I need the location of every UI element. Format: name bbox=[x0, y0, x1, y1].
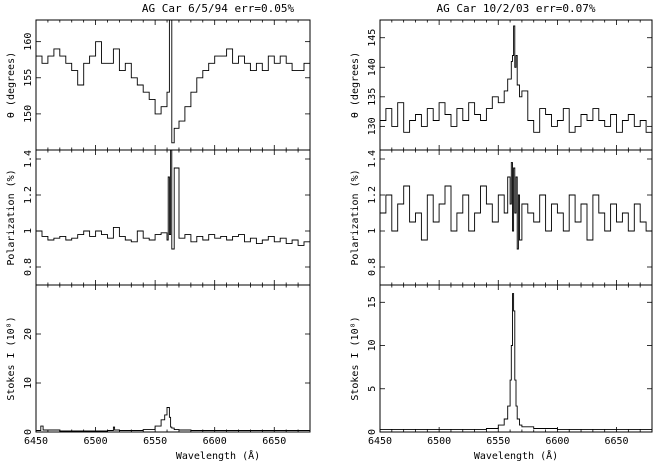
y-tick-label: 5 bbox=[367, 386, 378, 392]
series-theta bbox=[36, 20, 310, 144]
y-axis-label: Polarization (%) bbox=[350, 169, 361, 265]
panel-frame bbox=[379, 284, 653, 433]
y-tick-label: 0.8 bbox=[367, 258, 378, 276]
y-tick-label: 10 bbox=[23, 377, 34, 389]
panel-frame bbox=[35, 19, 311, 151]
x-tick-label: 6600 bbox=[203, 436, 227, 447]
y-tick-label: 15 bbox=[367, 296, 378, 308]
series-stokes-i-solid bbox=[36, 407, 310, 432]
x-tick-label: 6450 bbox=[24, 436, 48, 447]
x-tick-label: 6650 bbox=[604, 436, 628, 447]
y-tick-label: 130 bbox=[367, 117, 378, 135]
y-axis-label: θ (degrees) bbox=[350, 52, 361, 118]
y-tick-label: 145 bbox=[367, 29, 378, 47]
y-axis-label: Stokes I (10⁸) bbox=[350, 316, 361, 400]
y-tick-label: 135 bbox=[367, 88, 378, 106]
y-axis-label: θ (degrees) bbox=[6, 52, 17, 118]
y-tick-label: 1.4 bbox=[23, 150, 34, 168]
x-tick-label: 6500 bbox=[84, 436, 108, 447]
stokes-panel: 6450 6500 6550 6600 6650 0 10 20 Stokes I (10⁸) bbox=[6, 284, 311, 447]
polarization-panel: 0.8 1 1.2 1.4 Polarization (%) bbox=[350, 149, 653, 286]
y-tick-label: 0 bbox=[367, 429, 378, 435]
series-polarization bbox=[380, 162, 652, 250]
x-tick-label: 6550 bbox=[143, 436, 167, 447]
y-tick-label: 1 bbox=[367, 228, 378, 234]
stokes-panel: 6450 6500 6550 6600 6650 0 5 10 15 Stokes I (10⁸) bbox=[350, 284, 653, 447]
chart-left-6-5-94: AG Car 6/5/94 err=0.05% Wavelength (Å) 1… bbox=[6, 2, 311, 462]
y-axis-label: Polarization (%) bbox=[6, 169, 17, 265]
x-tick-label: 6450 bbox=[368, 436, 392, 447]
y-tick-label: 150 bbox=[23, 105, 34, 123]
x-tick-label: 6500 bbox=[427, 436, 451, 447]
panel-frame bbox=[379, 19, 653, 151]
series-theta bbox=[380, 25, 652, 133]
y-tick-label: 1.2 bbox=[23, 186, 34, 204]
y-tick-label: 1.4 bbox=[367, 150, 378, 168]
y-tick-label: 140 bbox=[367, 58, 378, 76]
x-tick-label: 6650 bbox=[262, 436, 286, 447]
theta-panel: 150 155 160 θ (degrees) bbox=[6, 19, 311, 151]
x-axis-label: Wavelength (Å) bbox=[176, 449, 260, 462]
y-tick-label: 1.2 bbox=[367, 186, 378, 204]
series-polarization bbox=[36, 150, 310, 250]
x-axis-label: Wavelength (Å) bbox=[474, 449, 558, 462]
y-tick-label: 160 bbox=[23, 33, 34, 51]
y-tick-label: 10 bbox=[367, 340, 378, 352]
x-tick-label: 6600 bbox=[545, 436, 569, 447]
y-tick-label: 20 bbox=[23, 328, 34, 340]
panel-frame bbox=[379, 149, 653, 286]
chart-right-10-2-03: AG Car 10/2/03 err=0.07% Wavelength (Å) … bbox=[350, 2, 653, 462]
chart-title: AG Car 6/5/94 err=0.05% bbox=[142, 2, 295, 15]
panel-frame bbox=[35, 284, 311, 433]
y-tick-label: 0.8 bbox=[23, 258, 34, 276]
polarization-panel: 0.8 1 1.2 1.4 Polarization (%) bbox=[6, 149, 311, 286]
x-tick-label: 6550 bbox=[486, 436, 510, 447]
theta-panel: 130 135 140 145 θ (degrees) bbox=[350, 19, 653, 151]
series-stokes-i-solid bbox=[380, 293, 652, 430]
y-tick-label: 0 bbox=[23, 429, 34, 435]
y-axis-label: Stokes I (10⁸) bbox=[6, 316, 17, 400]
y-tick-label: 1 bbox=[23, 228, 34, 234]
y-tick-label: 155 bbox=[23, 69, 34, 87]
chart-title: AG Car 10/2/03 err=0.07% bbox=[437, 2, 596, 15]
panel-frame bbox=[35, 149, 311, 286]
